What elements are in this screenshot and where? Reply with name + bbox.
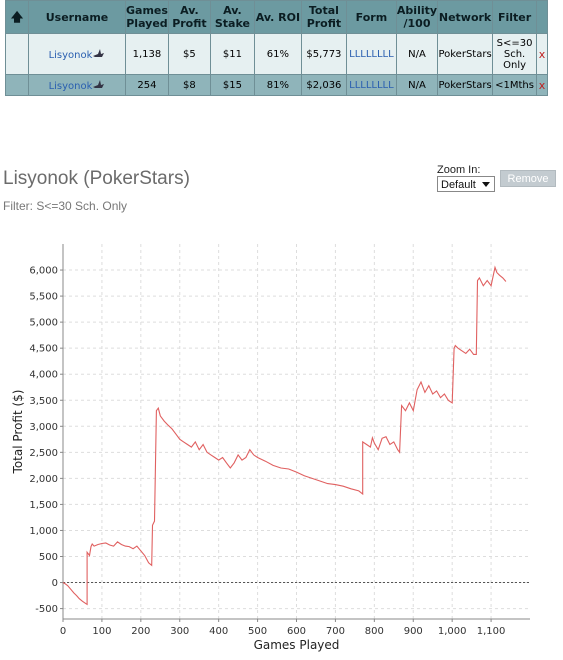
row-spacer-cell — [5, 33, 29, 75]
remove-button[interactable]: Remove — [500, 170, 556, 187]
column-header-av-stake[interactable]: Av. Stake — [209, 0, 255, 34]
av-roi-cell: 81% — [253, 74, 302, 96]
total-profit-cell: $2,036 — [300, 74, 347, 96]
zoom-select-value: Default — [441, 179, 476, 191]
y-tick-label: 5,500 — [29, 292, 58, 303]
column-header-username[interactable]: Username — [28, 0, 126, 34]
total-profit-cell: $5,773 — [300, 33, 347, 75]
y-tick-label: 3,000 — [29, 422, 58, 433]
username-link[interactable]: Lisyonok — [48, 80, 93, 92]
zoom-label: Zoom In: — [437, 164, 481, 176]
table-row: Lisyonok 1,138 $5 $11 61% $5,773 LLLLLLL… — [5, 33, 549, 75]
ability-cell: N/A — [395, 33, 439, 75]
profit-series-line — [62, 265, 507, 606]
stats-table: 🡅 Username Games Played Av. Profit Av. S… — [5, 0, 549, 96]
x-tick-label: 600 — [287, 626, 306, 637]
y-tick-label: 2,500 — [29, 448, 58, 459]
column-header-ability[interactable]: Ability /100 — [395, 0, 439, 34]
av-stake-cell: $15 — [209, 74, 255, 96]
column-header-form[interactable]: Form — [345, 0, 397, 34]
username-link[interactable]: Lisyonok — [48, 49, 93, 61]
network-cell: PokerStars — [437, 33, 494, 75]
x-tick-label: 1,100 — [477, 626, 506, 637]
remove-cell: x — [536, 33, 549, 75]
av-profit-cell: $8 — [167, 74, 211, 96]
username-cell: Lisyonok — [28, 33, 126, 75]
y-tick-label: 3,500 — [29, 396, 58, 407]
y-tick-label: 4,000 — [29, 370, 58, 381]
column-header-total-profit[interactable]: Total Profit — [300, 0, 347, 34]
x-tick-label: 300 — [170, 626, 189, 637]
column-header-av-roi[interactable]: Av. ROI — [253, 0, 302, 34]
sort-up-arrow-icon[interactable]: 🡅 — [10, 9, 24, 24]
column-header-av-profit[interactable]: Av. Profit — [167, 0, 211, 34]
form-link[interactable]: LLLLLLLL — [349, 48, 394, 60]
row-spacer-cell — [5, 74, 29, 96]
y-tick-label: -500 — [35, 604, 58, 615]
shark-icon — [93, 79, 105, 88]
y-tick-label: 0 — [52, 578, 58, 589]
table-row: Lisyonok 254 $8 $15 81% $2,036 LLLLLLLL … — [5, 74, 549, 96]
remove-row-button[interactable]: x — [538, 78, 546, 92]
graph-filter-label: Filter: S<=30 Sch. Only — [3, 199, 128, 213]
y-tick-label: 500 — [39, 552, 58, 563]
form-cell: LLLLLLLL — [345, 74, 397, 96]
remove-cell: x — [536, 74, 549, 96]
av-roi-cell: 61% — [253, 33, 302, 75]
table-header-row: 🡅 Username Games Played Av. Profit Av. S… — [5, 0, 549, 34]
games-played-cell: 1,138 — [125, 33, 169, 75]
form-link[interactable]: LLLLLLLL — [349, 79, 394, 91]
profit-chart: -50005001,0001,5002,0002,5003,0003,5004,… — [11, 244, 530, 652]
x-tick-label: 800 — [365, 626, 384, 637]
x-tick-label: 500 — [248, 626, 267, 637]
column-header-filter[interactable]: Filter — [492, 0, 538, 34]
y-axis-label: Total Profit ($) — [11, 390, 25, 475]
filter-cell: <1Mths — [492, 74, 538, 96]
column-header-games-played[interactable]: Games Played — [125, 0, 169, 34]
x-tick-label: 1,000 — [438, 626, 467, 637]
y-tick-label: 6,000 — [29, 266, 58, 277]
av-profit-cell: $5 — [167, 33, 211, 75]
chevron-down-icon[interactable] — [482, 182, 490, 187]
username-cell: Lisyonok — [28, 74, 126, 96]
column-header-remove — [536, 0, 549, 34]
x-axis-label: Games Played — [254, 638, 340, 652]
y-tick-label: 5,000 — [29, 318, 58, 329]
sort-column-header[interactable]: 🡅 — [5, 0, 29, 34]
column-header-network[interactable]: Network — [437, 0, 494, 34]
form-cell: LLLLLLLL — [345, 33, 397, 75]
x-tick-label: 200 — [131, 626, 150, 637]
network-cell: PokerStars — [437, 74, 494, 96]
av-stake-cell: $11 — [209, 33, 255, 75]
remove-row-button[interactable]: x — [538, 47, 546, 61]
y-tick-label: 2,000 — [29, 474, 58, 485]
x-tick-label: 700 — [326, 626, 345, 637]
filter-cell: S<=30 Sch. Only — [492, 33, 538, 75]
y-tick-label: 4,500 — [29, 344, 58, 355]
x-tick-label: 0 — [60, 626, 66, 637]
graph-title: Lisyonok (PokerStars) — [3, 168, 190, 189]
x-tick-label: 900 — [404, 626, 423, 637]
x-tick-label: 100 — [92, 626, 111, 637]
zoom-select[interactable]: Default — [437, 176, 495, 192]
y-tick-label: 1,000 — [29, 526, 58, 537]
x-tick-label: 400 — [209, 626, 228, 637]
shark-icon — [93, 48, 105, 57]
games-played-cell: 254 — [125, 74, 169, 96]
ability-cell: N/A — [395, 74, 439, 96]
y-tick-label: 1,500 — [29, 500, 58, 511]
